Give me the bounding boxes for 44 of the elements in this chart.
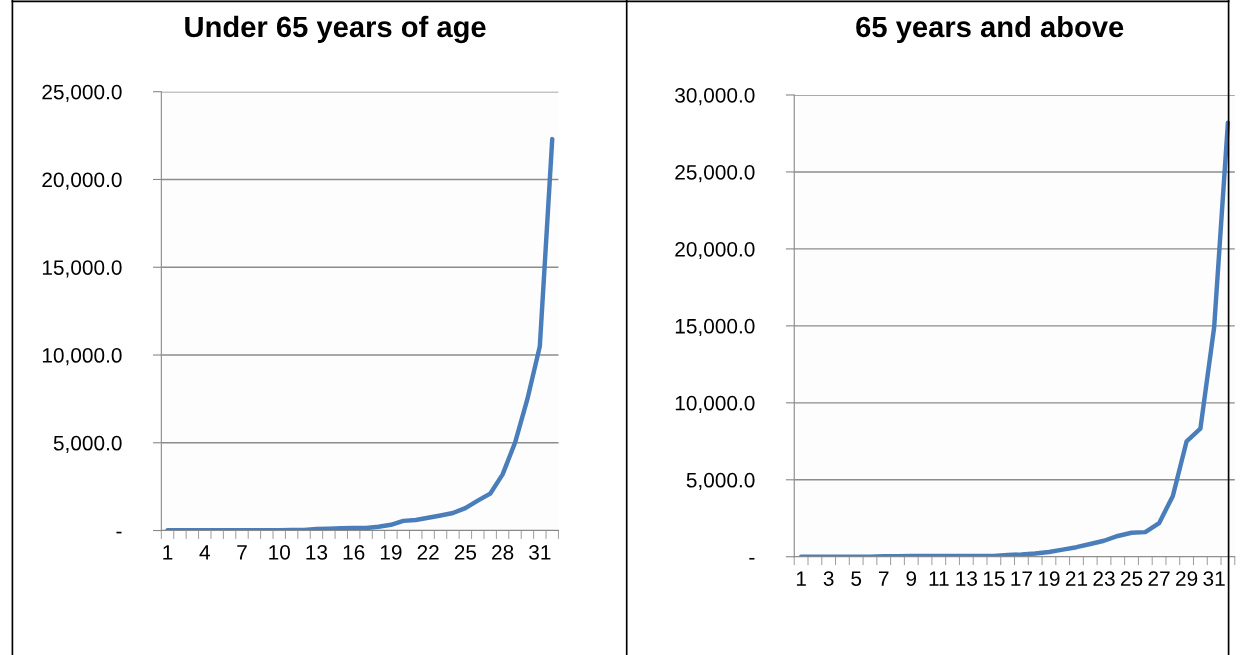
x-tick-label: 29 bbox=[1176, 571, 1198, 586]
x-tick-label: 23 bbox=[1093, 571, 1115, 586]
x-tick-label: 3 bbox=[823, 571, 834, 586]
x-tick-label: 13 bbox=[306, 544, 328, 560]
x-tick-label: 28 bbox=[492, 544, 514, 560]
y-tick-label: 25,000.0 bbox=[42, 84, 122, 102]
y-tick-label: 30,000.0 bbox=[675, 87, 755, 106]
x-tick-label: 7 bbox=[879, 571, 889, 586]
line-series bbox=[165, 136, 555, 531]
x-tick-label: 22 bbox=[417, 544, 439, 560]
x-tick-label: 15 bbox=[983, 571, 1005, 586]
x-tick-label: 9 bbox=[906, 571, 917, 586]
x-tick-label: 31 bbox=[1203, 571, 1225, 586]
line-series bbox=[798, 120, 1231, 557]
y-tick-label: - bbox=[749, 557, 755, 560]
x-tick-label: 1 bbox=[163, 545, 173, 560]
x-tick-label: 17 bbox=[1011, 571, 1032, 586]
x-tick-label: 7 bbox=[237, 545, 247, 560]
x-tick-label: 21 bbox=[1065, 571, 1088, 586]
y-tick-label: 25,000.0 bbox=[675, 164, 755, 183]
x-tick-label: 5 bbox=[851, 571, 862, 586]
y-tick-label: 10,000.0 bbox=[42, 348, 122, 366]
x-tick-label: 31 bbox=[529, 544, 551, 560]
x-tick-label: 11 bbox=[929, 571, 949, 586]
y-tick-label: 15,000.0 bbox=[675, 318, 755, 337]
x-tick-label: 25 bbox=[454, 544, 477, 560]
y-tick-label: 5,000.0 bbox=[686, 472, 755, 490]
chart-title: Under 65 years of age bbox=[185, 15, 486, 44]
x-tick-label: 13 bbox=[956, 571, 977, 586]
x-tick-label: 4 bbox=[199, 545, 210, 560]
x-tick-label: 27 bbox=[1148, 571, 1170, 586]
x-tick-label: 25 bbox=[1121, 571, 1143, 586]
x-tick-label: 10 bbox=[269, 544, 290, 560]
y-tick-label: 15,000.0 bbox=[42, 260, 122, 278]
x-tick-label: 16 bbox=[343, 544, 365, 560]
y-tick-label: 20,000.0 bbox=[42, 172, 122, 190]
x-tick-label: 1 bbox=[796, 571, 806, 586]
y-tick-label: 5,000.0 bbox=[53, 435, 122, 453]
chart-title: 65 years and above bbox=[856, 15, 1124, 44]
x-tick-label: 19 bbox=[1038, 571, 1060, 586]
y-tick-label: 10,000.0 bbox=[675, 395, 755, 414]
y-tick-label: - bbox=[116, 531, 122, 534]
y-tick-label: 20,000.0 bbox=[675, 241, 755, 260]
x-tick-label: 19 bbox=[380, 544, 402, 560]
